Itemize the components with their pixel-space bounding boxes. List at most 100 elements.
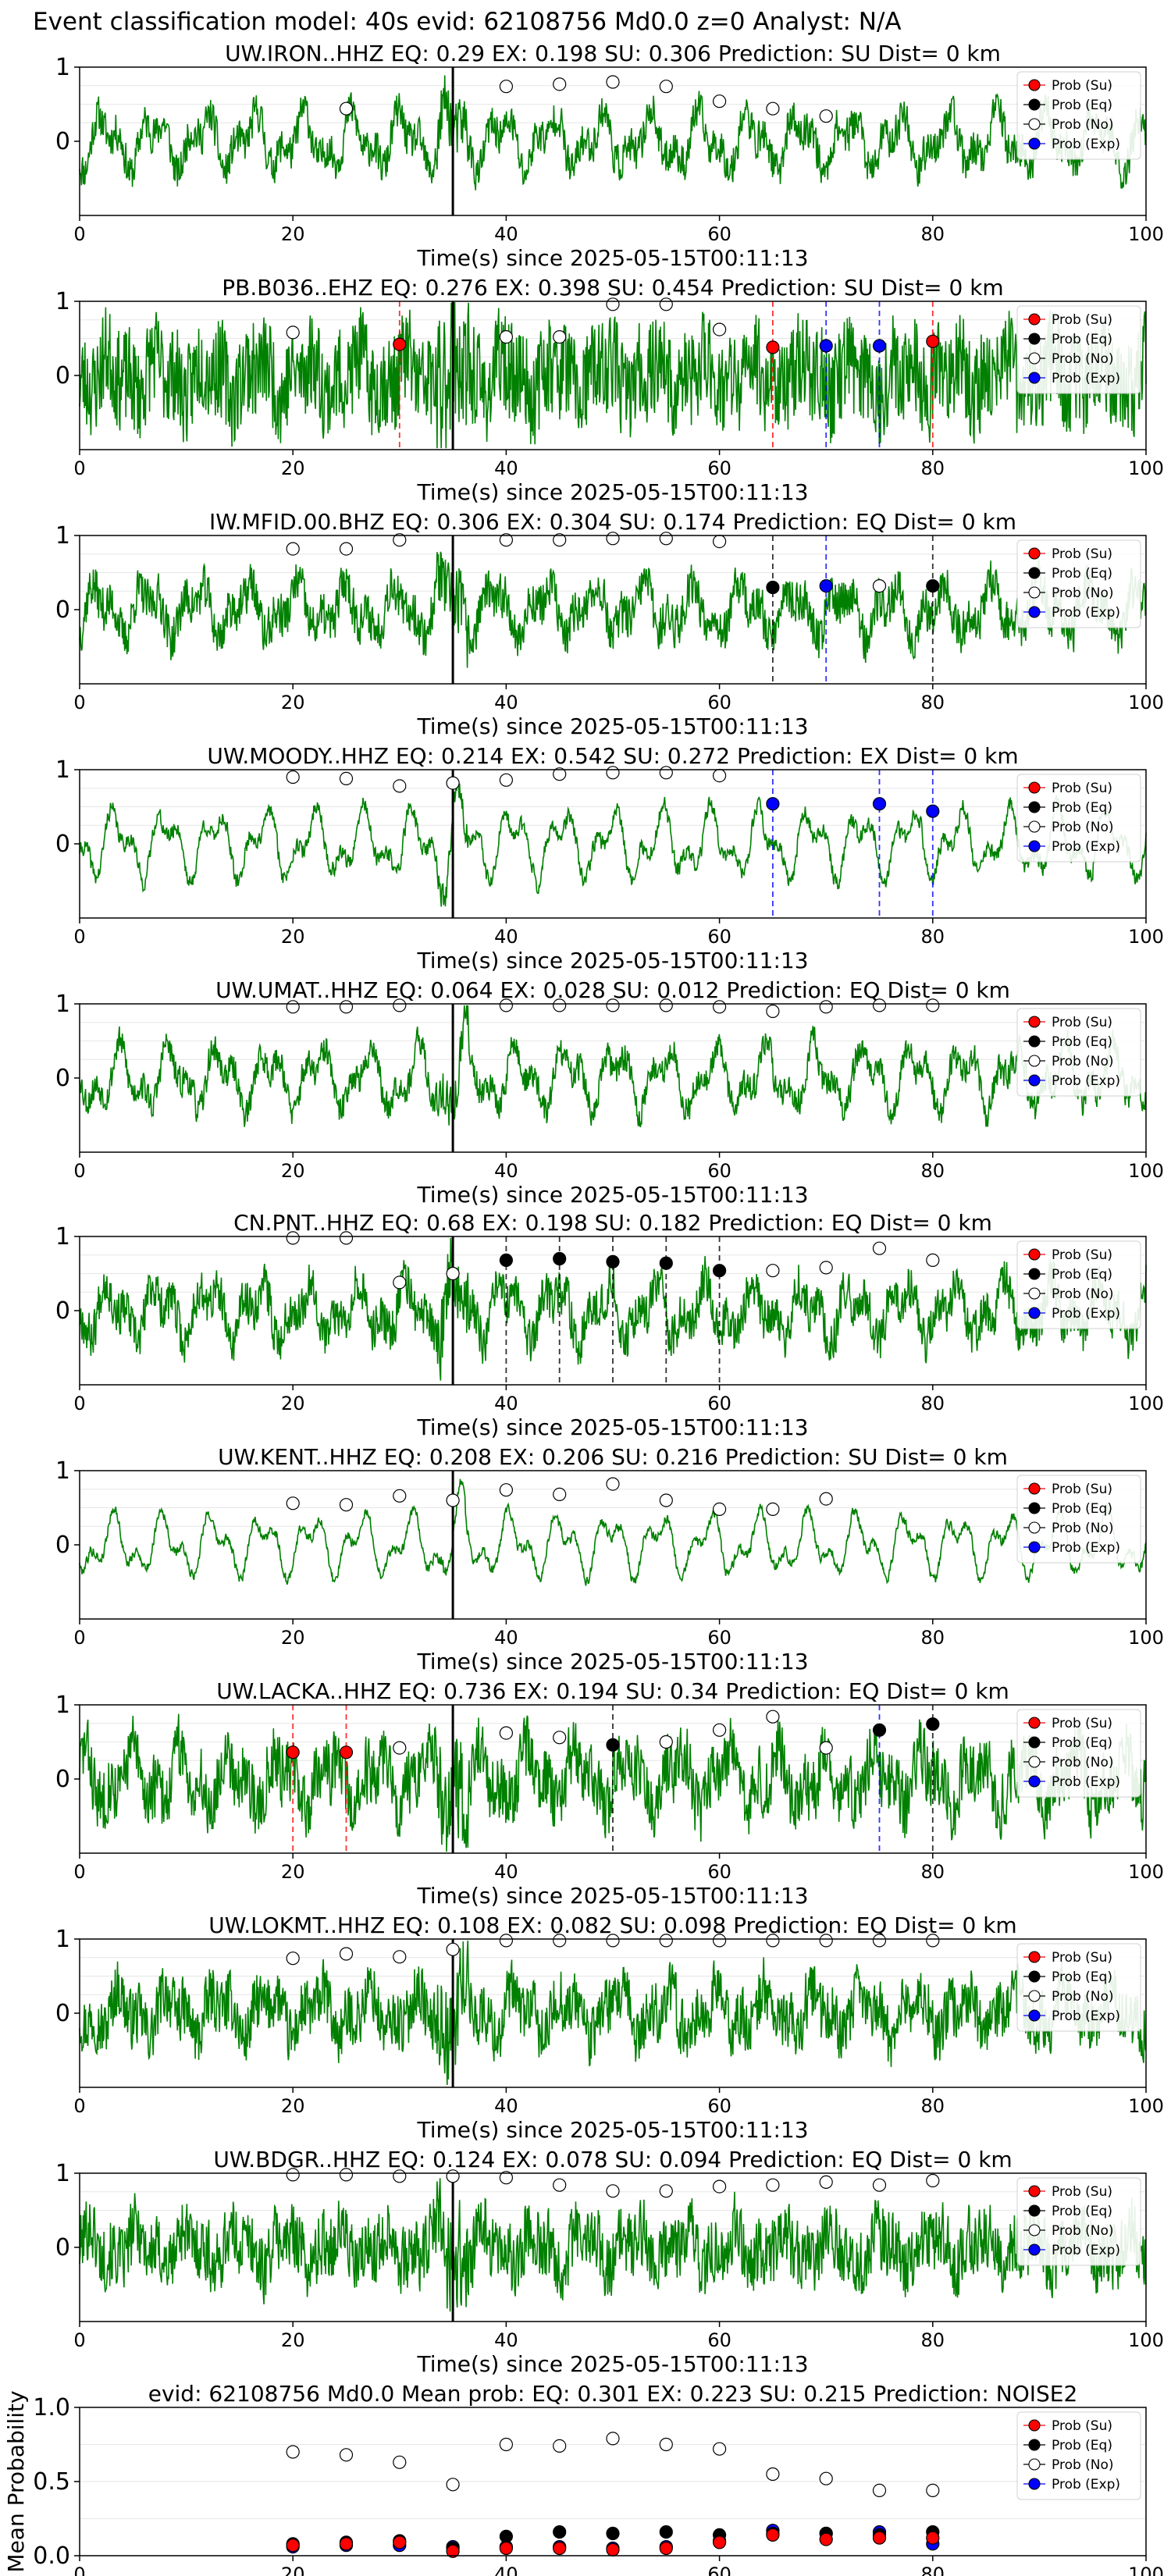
legend: Prob (Su) Prob (Eq) Prob (No) Prob (Exp) <box>1016 1008 1141 1097</box>
prob-marker-no <box>553 2178 567 2192</box>
x-tick-label: 80 <box>921 457 945 479</box>
x-tick-label: 40 <box>494 692 518 713</box>
legend-label: Prob (Exp) <box>1052 2008 1120 2024</box>
prob-marker-no <box>819 1000 833 1014</box>
x-tick-label: 20 <box>281 223 305 245</box>
prob-marker-no <box>766 2178 780 2192</box>
legend-marker-su <box>1028 79 1041 91</box>
x-tick-label: 60 <box>707 1393 731 1414</box>
prob-marker-no <box>339 771 354 786</box>
x-axis-label: Time(s) since 2025-05-15T00:11:13 <box>416 479 808 505</box>
plot-area <box>80 67 1146 215</box>
legend-marker-no <box>1028 1287 1041 1300</box>
y-tick-label: 0 <box>55 831 70 858</box>
prob-marker-no <box>766 1264 780 1278</box>
prob-marker-no <box>393 1950 407 1964</box>
y-tick-label: 0 <box>55 1297 70 1325</box>
legend-label: Prob (Su) <box>1052 312 1112 328</box>
prob-marker-no <box>606 1477 620 1491</box>
legend-label: Prob (No) <box>1052 1521 1114 1536</box>
x-tick-label: 40 <box>494 2329 518 2351</box>
prob-marker-no <box>819 1492 833 1506</box>
legend-label: Prob (Eq) <box>1052 800 1112 816</box>
legend-marker-no <box>1028 118 1041 130</box>
y-tick-label: 0 <box>55 1766 70 1793</box>
legend-label: Prob (Exp) <box>1052 2477 1120 2492</box>
prob-marker-no <box>659 297 673 311</box>
prob-marker-su <box>553 2541 567 2556</box>
legend-label: Prob (Exp) <box>1052 137 1120 152</box>
legend-label: Prob (Eq) <box>1052 1501 1112 1517</box>
x-tick-label: 100 <box>1128 2095 1164 2117</box>
prob-marker-no <box>499 998 514 1012</box>
x-tick-label: 0 <box>73 457 85 479</box>
legend: Prob (Su) Prob (Eq) Prob (No) Prob (Exp) <box>1016 539 1141 628</box>
x-tick-label: 40 <box>494 1160 518 1182</box>
legend-label: Prob (No) <box>1052 117 1114 133</box>
x-tick-label: 40 <box>494 926 518 948</box>
legend-marker-su <box>1028 2185 1041 2197</box>
x-axis-label: Time(s) since 2025-05-15T00:11:13 <box>416 1182 808 1208</box>
legend-label: Prob (Su) <box>1052 2418 1112 2434</box>
prob-marker-no <box>659 2184 673 2198</box>
x-tick-label: 80 <box>921 223 945 245</box>
waveform-trace <box>79 1940 1147 2086</box>
x-tick-label: 100 <box>1128 2329 1164 2351</box>
x-tick-label: 40 <box>494 1393 518 1414</box>
legend-label: Prob (No) <box>1052 1989 1114 2005</box>
x-tick-label: 100 <box>1128 1861 1164 1883</box>
prob-marker-no <box>712 1723 727 1737</box>
prob-marker-no <box>499 1483 514 1497</box>
prob-marker-no <box>872 2483 887 2497</box>
panel-title: UW.LACKA..HHZ EQ: 0.736 EX: 0.194 SU: 0.… <box>216 1678 1009 1704</box>
prob-marker-no <box>766 1934 780 1948</box>
prob-marker-eq <box>712 1264 727 1278</box>
panel-6: CN.PNT..HHZ EQ: 0.68 EX: 0.198 SU: 0.182… <box>55 1210 1164 1440</box>
legend-marker-exp <box>1028 137 1041 150</box>
x-tick-label: 0 <box>73 926 85 948</box>
legend-marker-eq <box>1028 2439 1041 2451</box>
legend-label: Prob (No) <box>1052 2223 1114 2239</box>
legend: Prob (Su) Prob (Eq) Prob (No) Prob (Exp) <box>1016 71 1141 160</box>
prob-marker-no <box>286 326 300 340</box>
plot-area <box>80 1004 1146 1152</box>
x-tick-label: 20 <box>281 692 305 713</box>
prob-marker-no <box>553 1487 567 1502</box>
prob-marker-no <box>339 1231 354 1245</box>
legend-marker-no <box>1028 1990 1041 2002</box>
legend: Prob (Su) Prob (Eq) Prob (No) Prob (Exp) <box>1016 1943 1141 2032</box>
legend-marker-exp <box>1028 2009 1041 2022</box>
legend: Prob (Su) Prob (Eq) Prob (No) Prob (Exp) <box>1016 1475 1141 1564</box>
waveform-trace <box>79 1005 1147 1128</box>
waveform-trace <box>79 551 1147 668</box>
panel-title: UW.MOODY..HHZ EQ: 0.214 EX: 0.542 SU: 0.… <box>207 743 1018 769</box>
prob-marker-su <box>926 334 940 348</box>
legend: Prob (Su) Prob (Eq) Prob (No) Prob (Exp) <box>1016 2411 1141 2500</box>
prob-marker-no <box>446 776 460 790</box>
x-tick-label: 60 <box>707 926 731 948</box>
prob-marker-eq <box>766 580 780 595</box>
x-axis-label: Time(s) since 2025-05-15T00:11:13 <box>416 2117 808 2143</box>
legend-label: Prob (Su) <box>1052 1015 1112 1030</box>
legend-marker-eq <box>1028 1502 1041 1514</box>
legend-label: Prob (Eq) <box>1052 1735 1112 1751</box>
prob-marker-no <box>659 766 673 780</box>
panel-1: UW.IRON..HHZ EQ: 0.29 EX: 0.198 SU: 0.30… <box>55 41 1164 271</box>
legend-box <box>1016 1240 1141 1329</box>
prob-marker-no <box>819 1934 833 1948</box>
legend-box <box>1016 2411 1141 2500</box>
prob-marker-eq <box>659 2525 673 2539</box>
prob-marker-eq <box>872 1723 887 1737</box>
legend-label: Prob (Su) <box>1052 781 1112 796</box>
legend-marker-exp <box>1028 1775 1041 1788</box>
x-tick-label: 20 <box>281 1160 305 1182</box>
prob-marker-no <box>286 1496 300 1510</box>
waveform-trace <box>79 780 1147 907</box>
prob-marker-exp <box>926 804 940 818</box>
prob-marker-no <box>499 330 514 344</box>
prob-marker-no <box>553 77 567 91</box>
x-tick-label: 60 <box>707 1160 731 1182</box>
legend-marker-eq <box>1028 801 1041 813</box>
legend-marker-no <box>1028 820 1041 833</box>
prob-marker-no <box>712 322 727 336</box>
